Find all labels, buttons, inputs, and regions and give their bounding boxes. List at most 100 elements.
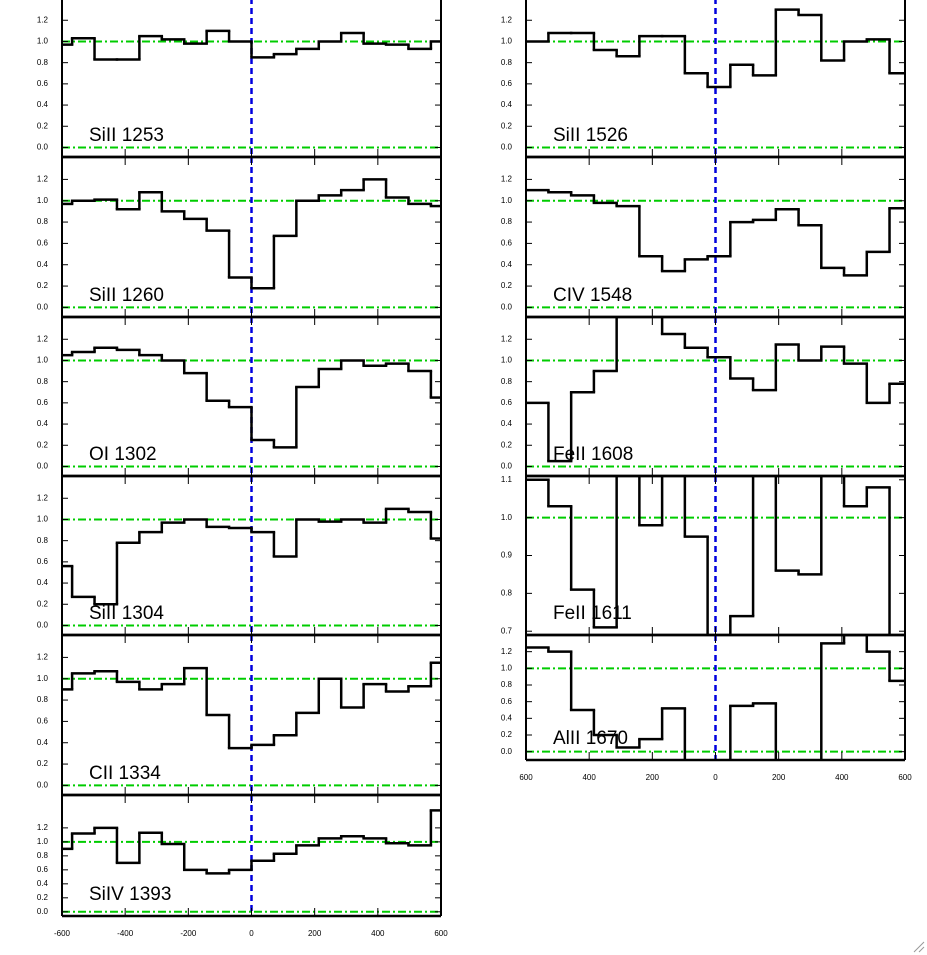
y-tick-label: 0.0	[501, 462, 513, 471]
y-tick-label: 0.0	[37, 907, 49, 916]
y-tick-label: 1.0	[37, 196, 49, 205]
y-tick-label: 0.4	[501, 713, 513, 722]
y-tick-label: 0.2	[501, 121, 513, 130]
x-tick-label: -200	[180, 929, 197, 938]
y-tick-label: 0.6	[37, 717, 49, 726]
x-tick-label: 200	[308, 929, 322, 938]
y-tick-label: 1.2	[501, 175, 513, 184]
panel	[62, 0, 441, 157]
y-tick-label: 0.9	[501, 551, 513, 560]
panel-label: AlII 1670	[553, 728, 628, 749]
y-tick-label: 0.6	[37, 398, 49, 407]
y-tick-label: 0.6	[501, 398, 513, 407]
y-tick-label: 0.4	[37, 419, 49, 428]
y-tick-label: 0.0	[501, 747, 513, 756]
x-tick-label: -400	[117, 929, 134, 938]
y-tick-label: 0.2	[37, 759, 49, 768]
y-tick-label: 0.8	[501, 377, 513, 386]
y-tick-label: 0.0	[37, 143, 49, 152]
y-tick-label: 0.8	[501, 217, 513, 226]
panel-label: SiII 1260	[89, 285, 164, 306]
y-tick-label: 0.6	[37, 557, 49, 566]
x-tick-label: 600	[898, 773, 912, 782]
panel-label: CII 1334	[89, 763, 161, 784]
x-tick-label: -600	[54, 929, 71, 938]
panel-label: SiIV 1393	[89, 884, 171, 905]
y-tick-label: 0.8	[37, 377, 49, 386]
y-tick-label: 0.8	[501, 58, 513, 67]
y-tick-label: 0.0	[501, 143, 513, 152]
y-tick-label: 0.4	[501, 260, 513, 269]
y-tick-label: 0.4	[37, 738, 49, 747]
y-tick-label: 0.4	[37, 100, 49, 109]
y-tick-label: 1.1	[501, 475, 513, 484]
y-tick-label: 1.0	[501, 663, 513, 672]
panel	[526, 157, 905, 317]
y-tick-label: 0.8	[501, 588, 513, 597]
x-tick-label: 400	[835, 773, 849, 782]
panel-label: SiII 1304	[89, 603, 164, 624]
y-tick-label: 0.8	[501, 680, 513, 689]
panel	[62, 157, 441, 317]
y-tick-label: 1.2	[37, 493, 49, 502]
x-tick-label: 0	[713, 773, 718, 782]
panel-label: SiII 1253	[89, 125, 164, 146]
y-tick-label: 0.2	[501, 730, 513, 739]
y-tick-label: 1.2	[501, 647, 513, 656]
y-tick-label: 0.2	[501, 440, 513, 449]
panel-label: SiII 1526	[553, 125, 628, 146]
x-tick-label: 0	[249, 929, 254, 938]
y-tick-label: 1.2	[37, 175, 49, 184]
x-tick-label: 200	[772, 773, 786, 782]
y-tick-label: 1.2	[501, 15, 513, 24]
x-tick-label: 400	[371, 929, 385, 938]
y-tick-label: 1.0	[37, 674, 49, 683]
y-tick-label: 0.6	[501, 697, 513, 706]
panel	[526, 476, 905, 635]
y-tick-label: 0.6	[37, 865, 49, 874]
y-tick-label: 0.2	[501, 281, 513, 290]
y-tick-label: 0.8	[37, 217, 49, 226]
panel	[62, 635, 441, 795]
y-tick-label: 1.0	[37, 37, 49, 46]
y-tick-label: 0.8	[37, 58, 49, 67]
x-tick-label: 600	[434, 929, 448, 938]
y-tick-label: 0.0	[37, 462, 49, 471]
y-tick-label: 1.0	[37, 515, 49, 524]
y-tick-label: 1.2	[37, 823, 49, 832]
panel-label: FeII 1611	[553, 603, 632, 624]
resize-grip	[913, 941, 925, 953]
y-tick-label: 0.0	[37, 303, 49, 312]
y-tick-label: 0.2	[37, 440, 49, 449]
y-tick-label: 0.4	[37, 260, 49, 269]
panel	[526, 317, 905, 476]
y-tick-label: 0.4	[501, 100, 513, 109]
y-tick-label: 1.0	[37, 356, 49, 365]
y-tick-label: 0.0	[501, 303, 513, 312]
y-tick-label: 1.0	[501, 37, 513, 46]
y-tick-label: 0.8	[37, 536, 49, 545]
y-tick-label: 0.7	[501, 626, 513, 635]
y-tick-label: 0.6	[501, 79, 513, 88]
x-tick-label: 600	[519, 773, 533, 782]
y-tick-label: 1.2	[37, 653, 49, 662]
panel-label: FeII 1608	[553, 444, 633, 465]
y-tick-label: 1.0	[501, 356, 513, 365]
y-tick-label: 0.2	[37, 893, 49, 902]
y-tick-label: 0.4	[501, 419, 513, 428]
y-tick-label: 0.2	[37, 599, 49, 608]
y-tick-label: 0.6	[37, 239, 49, 248]
y-tick-label: 0.6	[501, 239, 513, 248]
panel-label: CIV 1548	[553, 285, 632, 306]
y-tick-label: 0.2	[37, 281, 49, 290]
panel	[526, 635, 905, 760]
y-tick-label: 1.2	[37, 334, 49, 343]
y-tick-label: 1.0	[501, 196, 513, 205]
y-tick-label: 0.0	[37, 781, 49, 790]
x-tick-label: 200	[646, 773, 660, 782]
panel-label: OI 1302	[89, 444, 157, 465]
y-tick-label: 0.4	[37, 578, 49, 587]
y-tick-label: 0.4	[37, 879, 49, 888]
y-tick-label: 1.0	[501, 513, 513, 522]
